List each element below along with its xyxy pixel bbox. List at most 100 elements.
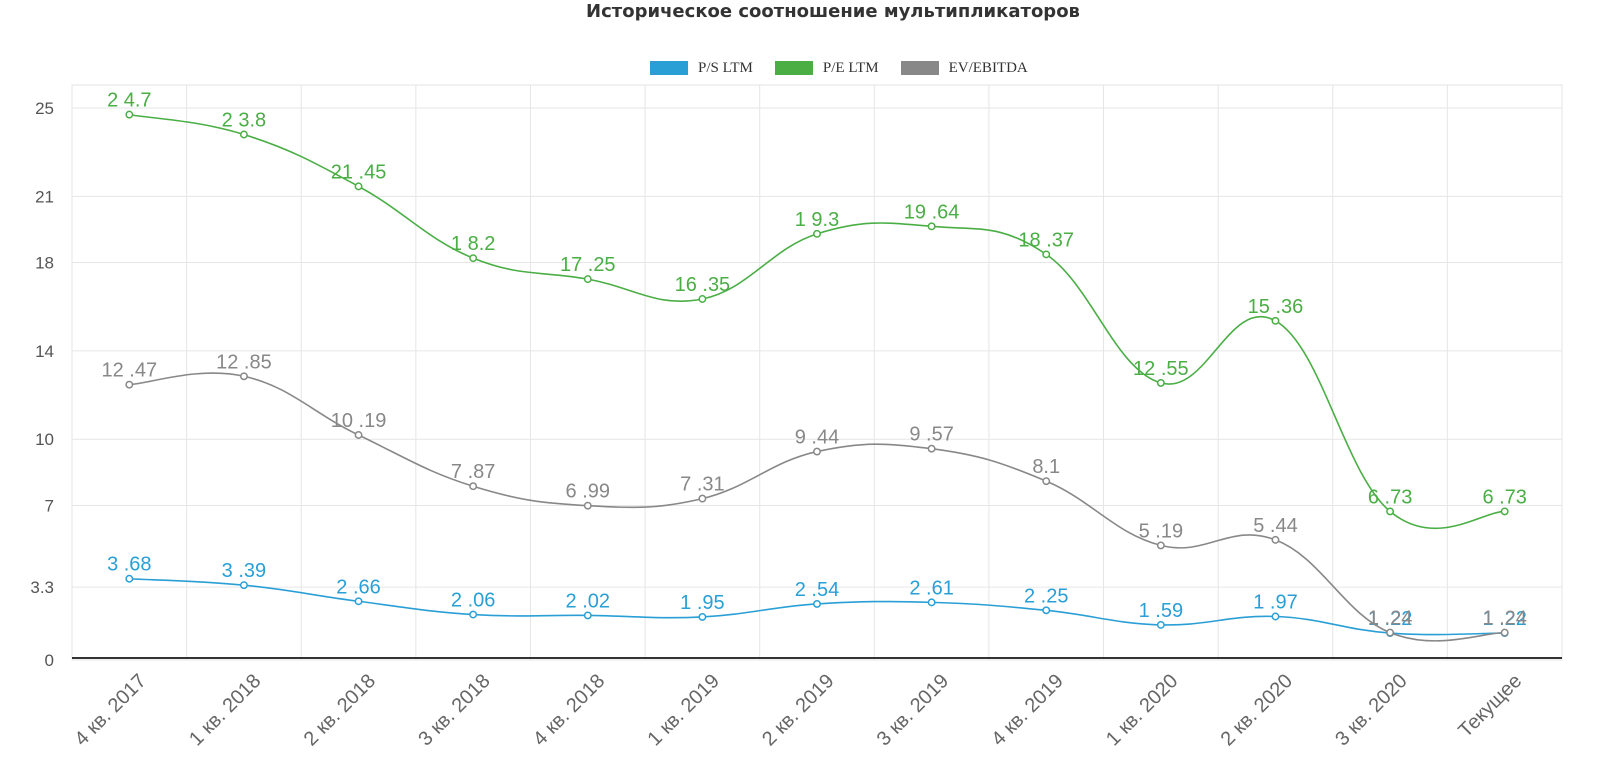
x-tick-label: 1 кв. 2018: [185, 670, 265, 750]
data-label-pe: 1 8.2: [451, 233, 495, 255]
data-label-pe: 16 .35: [675, 274, 731, 296]
data-point-evebitda[interactable]: [1271, 535, 1280, 544]
data-label-pe: 1 9.3: [795, 209, 839, 231]
data-label-evebitda: 5 .19: [1139, 520, 1183, 542]
data-point-ps[interactable]: [1271, 612, 1280, 621]
chart-title: Историческое соотношение мультипликаторо…: [586, 1, 1080, 22]
data-label-evebitda: 6 .99: [566, 481, 610, 503]
data-label-pe: 12 .55: [1133, 358, 1189, 380]
data-point-pe[interactable]: [927, 222, 936, 231]
data-point-evebitda[interactable]: [1156, 541, 1165, 550]
x-tick-label: 2 кв. 2018: [300, 670, 380, 750]
x-tick-label: 3 кв. 2019: [873, 670, 953, 750]
legend-item-evebitda[interactable]: EV/EBITDA: [900, 60, 1028, 77]
data-label-pe: 6 .73: [1482, 486, 1526, 508]
data-label-pe: 2 4.7: [107, 90, 151, 112]
legend-label-pe: P/E LTM: [822, 59, 879, 76]
data-label-ps: 3 .68: [107, 554, 151, 576]
y-tick-label: 10: [35, 430, 54, 449]
data-point-evebitda[interactable]: [698, 494, 707, 503]
data-label-ps: 1 .59: [1139, 600, 1183, 622]
data-label-ps: 2 .02: [566, 590, 610, 612]
data-label-ps: 2 .54: [795, 579, 839, 601]
legend-item-ps[interactable]: P/S LTM: [650, 60, 753, 77]
data-label-pe: 6 .73: [1368, 486, 1412, 508]
data-point-pe[interactable]: [1042, 250, 1051, 259]
data-point-ps[interactable]: [813, 599, 821, 608]
data-label-pe: 15 .36: [1248, 296, 1304, 318]
data-label-evebitda: 1 .24: [1482, 608, 1526, 630]
data-label-pe: 2 3.8: [222, 109, 266, 131]
x-tick-label: 4 кв. 2017: [70, 670, 150, 750]
data-label-evebitda: 9 .44: [795, 427, 839, 449]
data-point-pe[interactable]: [125, 110, 134, 119]
data-point-evebitda[interactable]: [1042, 477, 1051, 486]
x-tick-label: 1 кв. 2020: [1102, 670, 1182, 750]
data-point-pe[interactable]: [1156, 378, 1165, 387]
data-label-ps: 2 .61: [909, 577, 953, 599]
x-tick-label: 1 кв. 2019: [644, 670, 724, 750]
y-tick-label: 21: [35, 187, 54, 206]
data-label-ps: 2 .25: [1024, 585, 1068, 607]
legend-label-ps: P/S LTM: [698, 59, 753, 76]
y-tick-label: 18: [35, 254, 54, 273]
data-point-evebitda[interactable]: [469, 482, 478, 491]
data-point-pe[interactable]: [469, 254, 478, 263]
plot-area: [71, 84, 1563, 661]
data-point-ps[interactable]: [239, 581, 248, 590]
data-label-pe: 17 .25: [560, 254, 616, 276]
data-point-pe[interactable]: [1500, 507, 1509, 516]
data-point-ps[interactable]: [125, 574, 134, 583]
legend-swatch-pe: [774, 61, 813, 75]
data-point-evebitda[interactable]: [125, 380, 134, 389]
data-point-ps[interactable]: [927, 598, 936, 607]
data-label-ps: 2 .66: [336, 576, 380, 598]
data-label-ps: 2 .06: [451, 590, 495, 612]
legend-swatch-ps: [650, 61, 688, 75]
data-label-pe: 18 .37: [1018, 229, 1074, 251]
data-point-ps[interactable]: [1042, 606, 1051, 615]
x-tick-label: 4 кв. 2018: [529, 670, 609, 750]
legend-item-pe[interactable]: P/E LTM: [774, 59, 879, 77]
data-point-evebitda[interactable]: [927, 444, 936, 453]
data-point-ps[interactable]: [354, 597, 363, 606]
x-tick-label: 2 кв. 2019: [758, 670, 838, 750]
data-label-evebitda: 9 .57: [909, 424, 953, 446]
data-point-evebitda[interactable]: [1500, 628, 1509, 637]
data-point-evebitda[interactable]: [583, 501, 592, 510]
data-point-evebitda[interactable]: [354, 431, 363, 439]
data-point-pe[interactable]: [1386, 507, 1395, 516]
x-tick-label: 3 кв. 2018: [414, 670, 494, 750]
data-label-evebitda: 12 .47: [102, 360, 158, 382]
data-point-pe[interactable]: [583, 275, 592, 284]
data-point-evebitda[interactable]: [1386, 628, 1395, 637]
data-point-pe[interactable]: [698, 295, 707, 303]
data-label-ps: 1 .97: [1253, 592, 1297, 614]
data-point-pe[interactable]: [813, 229, 821, 238]
data-point-ps[interactable]: [583, 611, 592, 620]
data-point-evebitda[interactable]: [239, 372, 248, 381]
data-point-pe[interactable]: [1271, 316, 1280, 325]
data-label-evebitda: 5 .44: [1253, 515, 1297, 537]
data-label-ps: 1 .22: [1482, 608, 1526, 630]
x-tick-label: Текущее: [1454, 670, 1526, 742]
data-point-pe[interactable]: [354, 182, 363, 191]
data-point-ps[interactable]: [698, 612, 707, 621]
data-label-pe: 19 .64: [904, 201, 960, 223]
data-label-ps: 3 .39: [222, 560, 266, 582]
data-point-ps[interactable]: [1156, 620, 1165, 629]
y-tick-label: 0: [45, 651, 54, 670]
y-tick-label: 14: [35, 342, 54, 361]
x-tick-label: 3 кв. 2020: [1331, 670, 1411, 750]
y-tick-label: 25: [35, 99, 54, 118]
data-label-evebitda: 7 .87: [451, 461, 495, 483]
data-label-evebitda: 7 .31: [680, 474, 724, 496]
data-point-pe[interactable]: [239, 130, 248, 139]
data-label-evebitda: 8.1: [1032, 456, 1060, 478]
data-point-ps[interactable]: [469, 610, 478, 619]
data-label-ps: 1 .22: [1368, 608, 1412, 630]
y-tick-label: 3.3: [30, 578, 54, 597]
data-label-ps: 1 .95: [680, 592, 724, 614]
data-point-evebitda[interactable]: [813, 447, 821, 456]
